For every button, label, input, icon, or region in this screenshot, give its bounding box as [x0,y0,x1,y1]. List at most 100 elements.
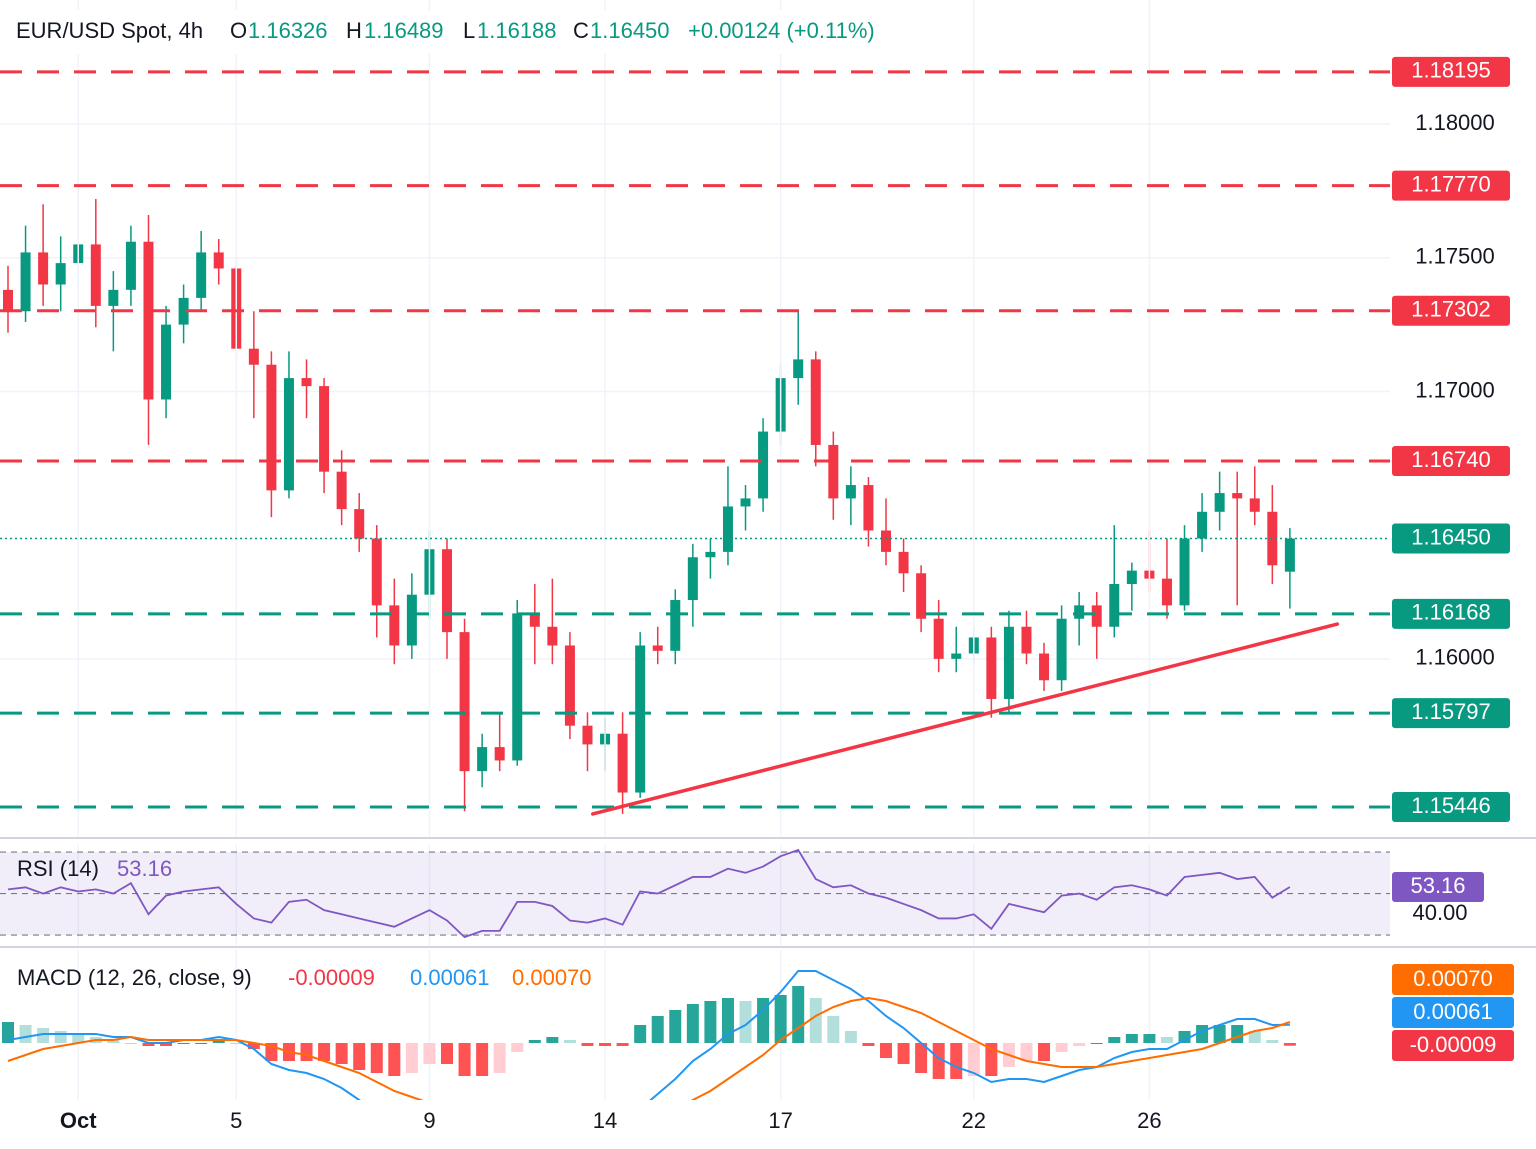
candle-body [1074,605,1085,619]
macd-histogram-bar [72,1034,85,1043]
candle-body [793,359,804,379]
macd-histogram-bar [616,1043,629,1046]
macd-histogram-bar [370,1043,383,1073]
x-tick-label: 9 [423,1108,435,1133]
candle-body [863,485,874,531]
candle-body [108,289,119,306]
macd-line [7,970,1290,1100]
high: 1.16489 [364,18,444,43]
macd-histogram-bar [212,1040,225,1043]
macd-histogram-bar [1143,1034,1156,1043]
macd-histogram-bar [458,1043,471,1076]
candle-body [898,551,909,574]
macd-histogram-bar [247,1043,260,1049]
macd-plot [2,970,1296,1100]
candle-body [635,645,646,793]
candle-body [529,613,540,627]
y-tick-label: 1.16000 [1415,645,1495,670]
x-tick-label: 26 [1137,1108,1161,1133]
candle-body [20,252,31,312]
candle-body [1232,493,1243,499]
change: +0.00124 (+0.11%) [688,18,875,43]
candle-body [3,289,13,312]
candle-body [161,324,172,400]
x-tick-label: 14 [593,1108,617,1133]
candle-body [266,364,277,491]
macd-histogram-bar [757,998,770,1043]
candle-body [1003,626,1014,699]
candle-body [1267,511,1278,566]
macd-histogram-bar [124,1043,137,1044]
low-label: L [463,18,475,43]
candle-body [881,530,891,552]
macd-histogram-bar [599,1043,612,1046]
open-label: O [230,18,247,43]
candle-body [336,471,347,510]
macd-histogram-bar [493,1043,506,1073]
candle-body [90,244,101,306]
candle-body [1021,626,1032,654]
macd-histogram-bar [1248,1031,1261,1043]
price-badge [1392,56,1510,87]
macd-histogram-bar [739,1001,752,1043]
candle-body [55,263,66,285]
price-badge-label: 1.16740 [1411,447,1491,472]
candle-body [38,252,49,285]
rsi-line [7,848,1291,939]
candle-body [916,573,927,619]
macd-histogram-bar [844,1031,857,1043]
macd-badge [1392,1030,1514,1061]
macd-histogram-bar [1178,1031,1191,1043]
y-tick-label: 1.17500 [1415,244,1495,269]
price-badge-label: 1.16168 [1411,600,1491,625]
y-tick-label: 1.18000 [1415,110,1495,135]
close: 1.16450 [590,18,670,43]
macd-histogram-bar [1160,1037,1173,1043]
macd-histogram-bar [563,1040,576,1043]
macd-histogram-bar [669,1010,682,1043]
macd-histogram-bar [528,1040,541,1043]
price-badge [1392,698,1510,729]
macd-histogram-bar [388,1043,401,1076]
macd-value: -0.00009 [288,965,375,990]
rsi-badge [1392,871,1484,902]
price-plot [0,123,1390,814]
macd-histogram-bar [19,1025,32,1043]
candle-body [933,618,944,659]
candle-body [512,613,523,761]
low: 1.16188 [477,18,557,43]
macd-line [7,996,1291,1100]
macd-badge [1392,964,1514,995]
candle-body [1126,570,1137,584]
macd-value: 0.00061 [410,965,490,990]
candle-body [1214,493,1225,512]
macd-histogram-bar [546,1037,559,1043]
candle-body [1109,583,1120,627]
macd-histogram-bar [54,1031,67,1043]
macd-histogram-bar [1213,1025,1226,1043]
macd-histogram-bar [405,1043,418,1073]
price-badge [1392,791,1510,822]
macd-histogram-bar [107,1040,120,1043]
macd-histogram-bar [651,1016,664,1043]
candle-body [459,632,470,772]
candle-body [196,252,207,298]
macd-histogram-bar [880,1043,892,1058]
candle-body [1161,578,1172,606]
macd-histogram-bar [1283,1043,1296,1046]
x-tick-label: 22 [962,1108,986,1133]
macd-histogram-bar [967,1043,980,1076]
macd-badge-label: 0.00061 [1413,999,1493,1024]
macd-histogram-bar [195,1043,208,1044]
candle-body [986,637,997,699]
macd-histogram-bar [862,1043,875,1046]
candle-body [319,386,330,472]
symbol: EUR/USD Spot, 4h [16,18,203,43]
price-badge-label: 1.15797 [1411,699,1491,724]
candle-body [477,747,488,772]
candle-body [582,725,593,745]
candle-body [547,626,558,646]
candle-body [1197,511,1208,539]
candle-body [670,600,681,651]
candle-body [652,645,663,651]
